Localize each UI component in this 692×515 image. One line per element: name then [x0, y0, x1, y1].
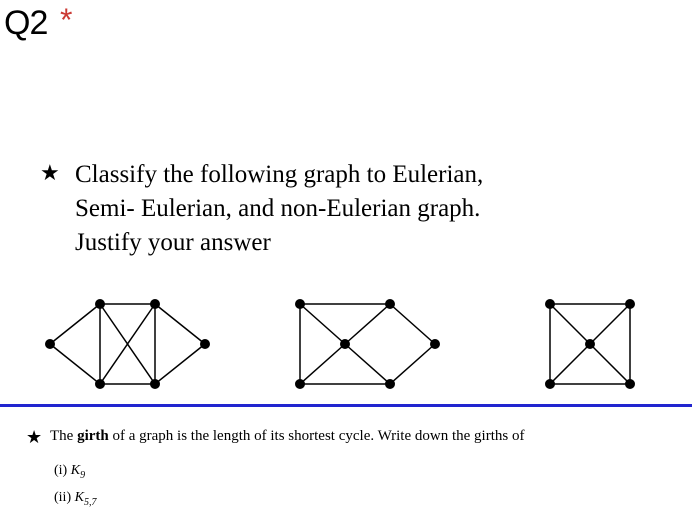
question-number: Q2 — [4, 4, 47, 43]
question2-text: The girth of a graph is the length of it… — [50, 428, 670, 445]
graph-edge — [50, 304, 100, 344]
graph-2 — [295, 299, 440, 389]
graph-node — [150, 299, 160, 309]
graph-edge — [50, 344, 100, 384]
graph-edge — [345, 344, 390, 384]
bullet-star-icon: ★ — [40, 160, 60, 186]
q2-item-2-sub: 5,7 — [84, 497, 97, 508]
q2-item-1-index: (i) — [54, 463, 67, 478]
graph-3 — [545, 299, 635, 389]
graph-node — [545, 379, 555, 389]
q2-prefix: The — [50, 428, 77, 444]
graph-node — [585, 339, 595, 349]
graph-edge — [550, 344, 590, 384]
graph-node — [95, 379, 105, 389]
graph-node — [430, 339, 440, 349]
graph-node — [385, 379, 395, 389]
q1-line3: Justify your answer — [75, 229, 271, 256]
graph-node — [45, 339, 55, 349]
q2-item-2-symbol: K — [75, 490, 84, 505]
graph-node — [340, 339, 350, 349]
graph-edge — [550, 304, 590, 344]
graph-node — [625, 379, 635, 389]
graph-1 — [45, 299, 210, 389]
q2-item-1: (i) K9 — [54, 460, 96, 487]
question2-items: (i) K9 (ii) K5,7 — [54, 460, 96, 514]
graph-edge — [155, 304, 205, 344]
required-asterisk: * — [60, 2, 72, 39]
graphs-row — [20, 284, 680, 404]
q1-line1: Classify the following graph to Eulerian… — [75, 161, 483, 188]
graph-edge — [590, 304, 630, 344]
graph-edge — [345, 304, 390, 344]
graph-node — [385, 299, 395, 309]
graphs-svg — [20, 284, 680, 404]
graph-node — [625, 299, 635, 309]
graph-node — [295, 379, 305, 389]
graph-edge — [300, 304, 345, 344]
bullet-star-icon: ★ — [26, 427, 42, 448]
q1-line2: Semi- Eulerian, and non-Eulerian graph. — [75, 195, 480, 222]
q2-item-1-sub: 9 — [80, 470, 85, 481]
section-divider — [0, 404, 692, 407]
graph-edge — [300, 344, 345, 384]
q2-item-2: (ii) K5,7 — [54, 487, 96, 514]
question1-text: Classify the following graph to Eulerian… — [75, 158, 635, 260]
q2-suffix: of a graph is the length of its shortest… — [109, 428, 525, 444]
graph-node — [545, 299, 555, 309]
graph-node — [150, 379, 160, 389]
graph-edge — [390, 344, 435, 384]
graph-edge — [590, 344, 630, 384]
graph-node — [95, 299, 105, 309]
graph-edge — [155, 344, 205, 384]
q2-item-1-symbol: K — [71, 463, 80, 478]
graph-edge — [390, 304, 435, 344]
q2-bold: girth — [77, 428, 109, 444]
graph-node — [295, 299, 305, 309]
graph-node — [200, 339, 210, 349]
q2-item-2-index: (ii) — [54, 490, 71, 505]
